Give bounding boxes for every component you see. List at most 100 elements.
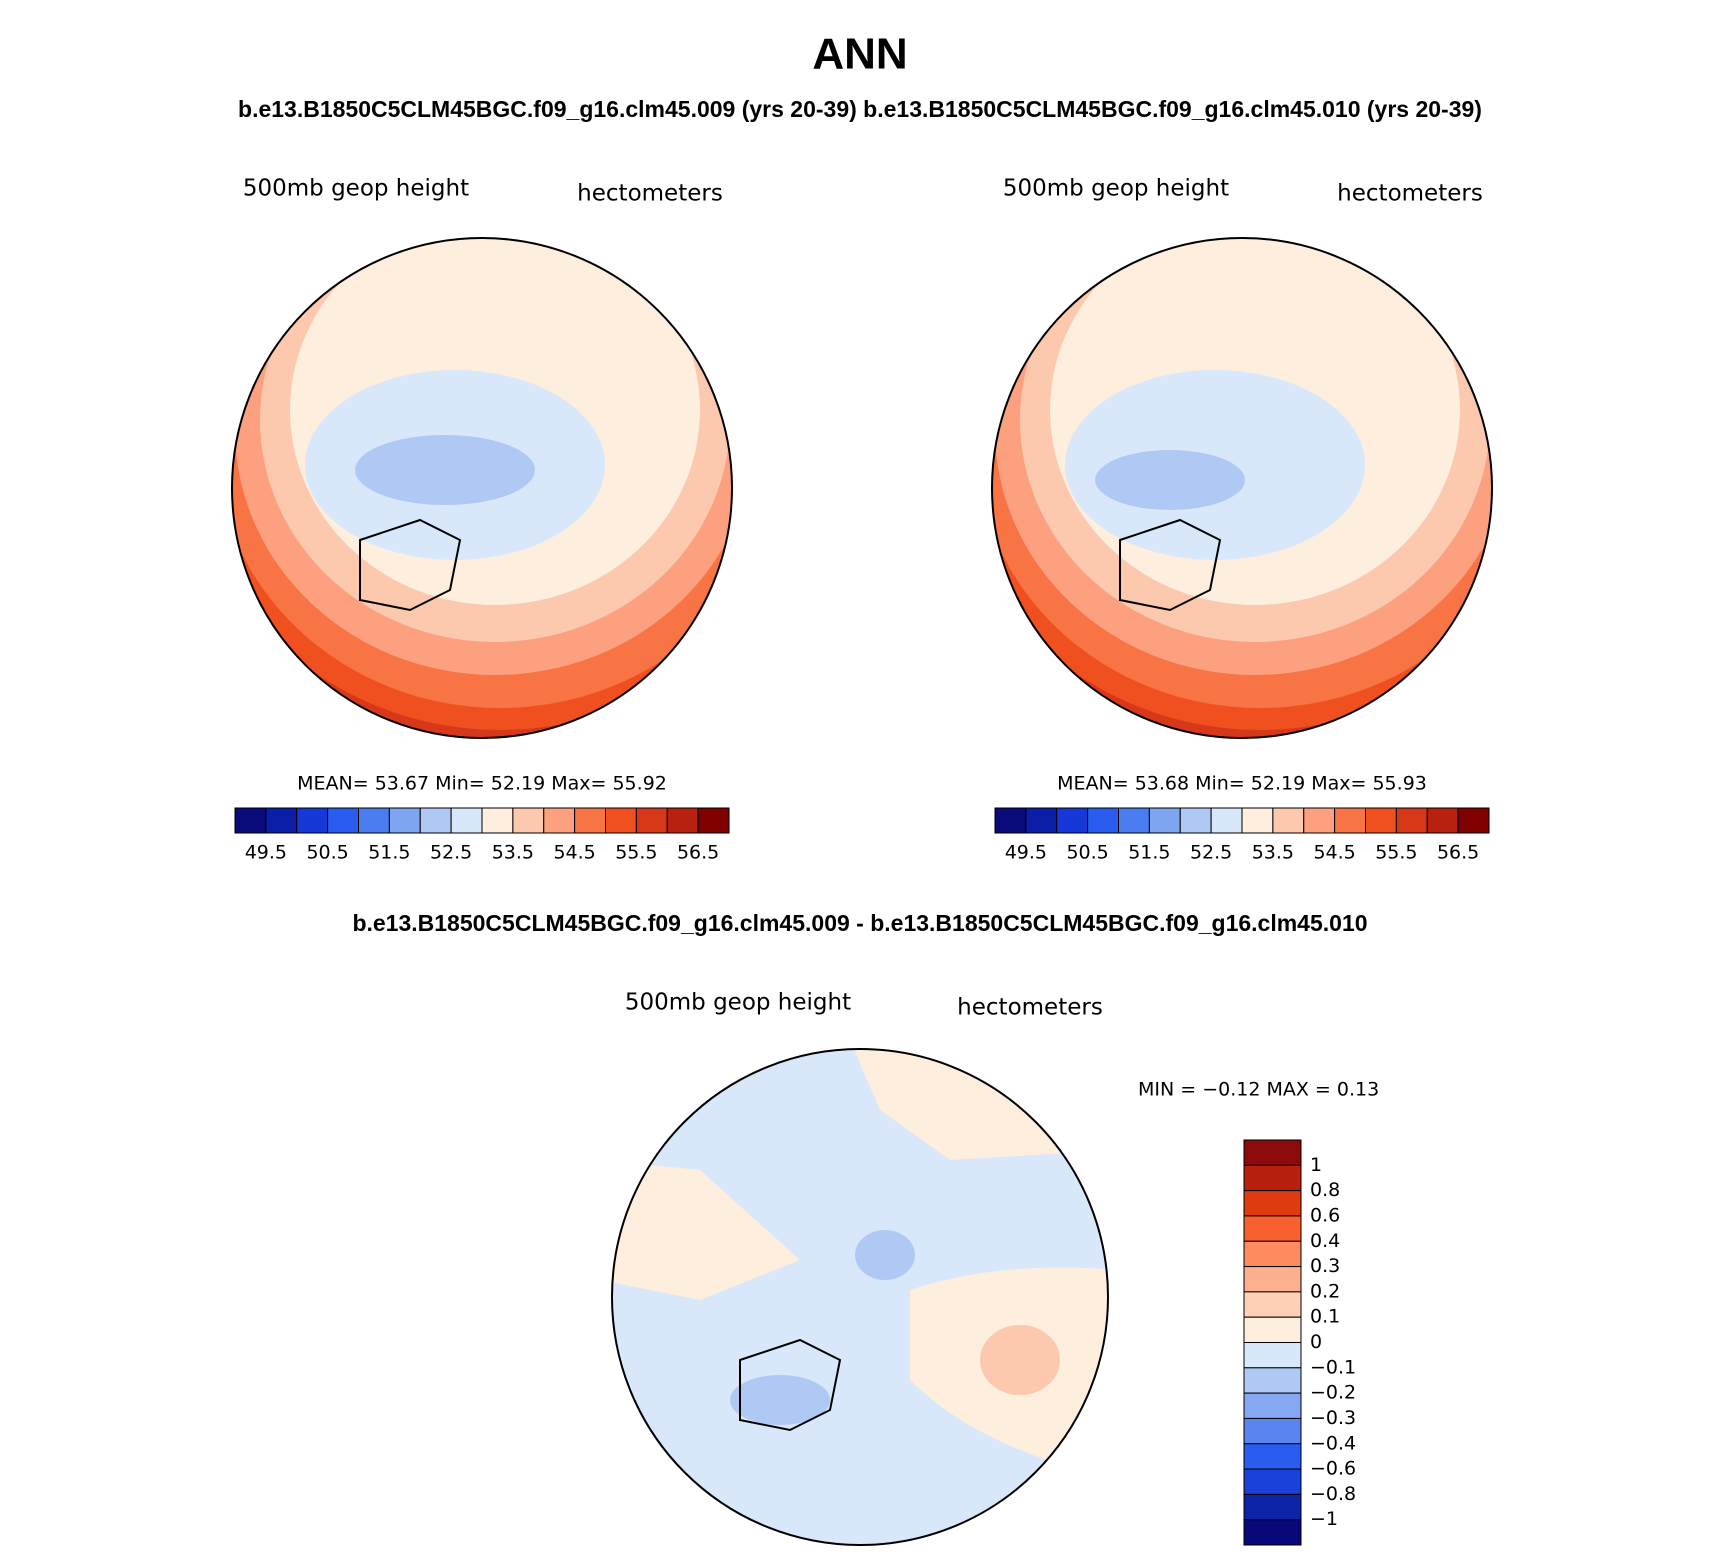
colorbar-box xyxy=(1243,1468,1302,1495)
map xyxy=(612,1049,1108,1545)
colorbar-label: 50.5 xyxy=(306,842,348,864)
colorbar-label: 55.5 xyxy=(1375,842,1417,864)
colorbar-box xyxy=(1243,1139,1302,1166)
colorbar-box xyxy=(265,807,298,834)
map-outline xyxy=(231,237,733,739)
colorbar-box xyxy=(450,807,483,834)
colorbar-box xyxy=(1243,1367,1302,1394)
difference-title: b.e13.B1850C5CLM45BGC.f09_g16.clm45.009 … xyxy=(352,910,1367,936)
colorbar-box xyxy=(1087,807,1119,834)
colorbar-box xyxy=(1243,1164,1302,1192)
colorbar-box xyxy=(1426,807,1459,834)
colorbar-box xyxy=(1243,1417,1302,1445)
colorbar-box xyxy=(234,807,267,834)
variable-label: 500mb geop height xyxy=(1003,176,1229,202)
colorbar-label: 53.5 xyxy=(492,842,534,864)
colorbar-box xyxy=(512,807,545,834)
colorbar-box xyxy=(605,807,637,834)
colorbar-box xyxy=(1243,1215,1302,1242)
colorbar-box xyxy=(1457,807,1490,834)
colorbar-box xyxy=(1243,1316,1302,1343)
stats: MIN = −0.12 MAX = 0.13 xyxy=(1138,1079,1379,1101)
colorbar-box xyxy=(1243,1190,1302,1217)
colorbar-box xyxy=(666,807,699,834)
colorbar-box xyxy=(1243,1291,1302,1318)
units-label: hectometers xyxy=(577,181,723,207)
colorbar-label: 50.5 xyxy=(1066,842,1108,864)
colorbar-label: −0.4 xyxy=(1310,1432,1356,1454)
colorbar-label: 0.1 xyxy=(1310,1306,1340,1328)
colorbar-label: 51.5 xyxy=(1128,842,1170,864)
colorbar-label: 56.5 xyxy=(677,842,719,864)
colorbar-box xyxy=(1243,1493,1302,1521)
colorbar-label: −0.3 xyxy=(1310,1407,1356,1429)
colorbar-box xyxy=(1243,1240,1302,1268)
variable-label: 500mb geop height xyxy=(243,176,469,202)
units-label: hectometers xyxy=(957,995,1103,1021)
colorbar-box xyxy=(574,807,606,834)
colorbar-box xyxy=(419,807,452,834)
colorbar-label: 1 xyxy=(1310,1154,1322,1176)
colorbar-box xyxy=(1243,1443,1302,1470)
coastline xyxy=(1119,518,1222,612)
colorbar-box xyxy=(1334,807,1366,834)
colorbar-label: −1 xyxy=(1310,1508,1338,1530)
map-outline xyxy=(991,237,1493,739)
colorbar-box xyxy=(697,807,730,834)
coastline xyxy=(739,1338,842,1432)
colorbar-box xyxy=(388,807,421,834)
colorbar-label: 0.3 xyxy=(1310,1255,1340,1277)
colorbar-box xyxy=(1118,807,1150,834)
colorbar-label: −0.8 xyxy=(1310,1483,1356,1505)
colorbar-box xyxy=(1179,807,1212,834)
colorbar-label: 54.5 xyxy=(553,842,595,864)
units-label: hectometers xyxy=(1337,181,1483,207)
colorbar-label: 53.5 xyxy=(1252,842,1294,864)
subtitle: b.e13.B1850C5CLM45BGC.f09_g16.clm45.009 … xyxy=(238,96,1482,122)
colorbar-label: −0.6 xyxy=(1310,1458,1356,1480)
colorbar-box xyxy=(1241,807,1274,834)
map xyxy=(992,238,1492,738)
colorbar-box xyxy=(1303,807,1336,834)
colorbar-box xyxy=(1243,1392,1302,1419)
variable-label: 500mb geop height xyxy=(625,990,851,1016)
colorbar-label: 55.5 xyxy=(615,842,657,864)
colorbar-box xyxy=(1272,807,1305,834)
colorbar-box xyxy=(635,807,668,834)
colorbar-box xyxy=(327,807,359,834)
colorbar-label: 52.5 xyxy=(430,842,472,864)
colorbar-box xyxy=(1056,807,1089,834)
colorbar-label: 56.5 xyxy=(1437,842,1479,864)
colorbar-box xyxy=(994,807,1027,834)
colorbar-label: −0.1 xyxy=(1310,1356,1356,1378)
colorbar-label: 0.8 xyxy=(1310,1179,1340,1201)
colorbar-label: 51.5 xyxy=(368,842,410,864)
colorbar-box xyxy=(1210,807,1243,834)
colorbar-box xyxy=(296,807,329,834)
colorbar-box xyxy=(358,807,390,834)
colorbar-label: 0 xyxy=(1310,1331,1322,1353)
map-outline xyxy=(611,1048,1109,1546)
colorbar-label: 54.5 xyxy=(1313,842,1355,864)
colorbar-label: 0.4 xyxy=(1310,1230,1340,1252)
colorbar-box xyxy=(1148,807,1181,834)
colorbar-box xyxy=(1025,807,1058,834)
colorbar-box xyxy=(1395,807,1428,834)
colorbar-label: 49.5 xyxy=(245,842,287,864)
colorbar-box xyxy=(1365,807,1397,834)
map xyxy=(232,238,732,738)
coastline xyxy=(359,518,462,612)
title: ANN xyxy=(812,30,907,79)
colorbar-label: 49.5 xyxy=(1005,842,1047,864)
colorbar-label: 0.2 xyxy=(1310,1280,1340,1302)
stats: MEAN= 53.68 Min= 52.19 Max= 55.93 xyxy=(1057,773,1427,795)
stats: MEAN= 53.67 Min= 52.19 Max= 55.92 xyxy=(297,773,667,795)
colorbar-label: −0.2 xyxy=(1310,1382,1356,1404)
colorbar-label: 52.5 xyxy=(1190,842,1232,864)
colorbar-box xyxy=(543,807,576,834)
colorbar-box xyxy=(1243,1519,1302,1546)
colorbar-box xyxy=(1243,1266,1302,1293)
colorbar-box xyxy=(481,807,514,834)
colorbar-label: 0.6 xyxy=(1310,1204,1340,1226)
